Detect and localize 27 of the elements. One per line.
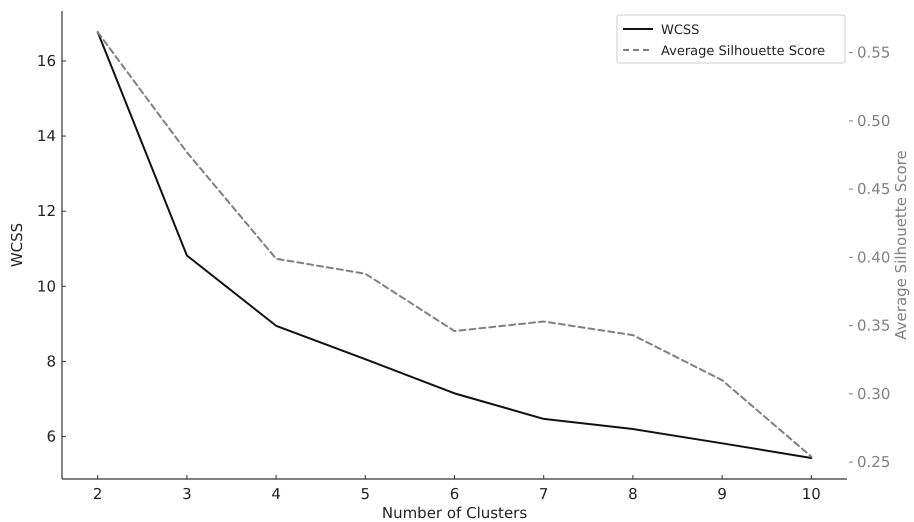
y2-tick-label: 0.40 (857, 248, 890, 266)
x-axis-title: Number of Clusters (382, 504, 528, 522)
y-tick-label: 16 (36, 52, 56, 70)
y-tick-label: 6 (46, 428, 56, 446)
y-tick-label: 8 (46, 352, 56, 370)
y-axis-title: WCSS (8, 222, 26, 268)
legend-label: Average Silhouette Score (661, 44, 826, 59)
x-tick-label: 3 (182, 485, 192, 503)
y2-tick-label: 0.45 (857, 180, 890, 198)
x-tick-label: 6 (450, 485, 460, 503)
y-tick-label: 12 (36, 202, 56, 220)
x-tick-label: 5 (360, 485, 370, 503)
y-tick-label: 10 (36, 277, 56, 296)
x-tick-label: 8 (628, 485, 638, 503)
y2-tick-label: 0.50 (857, 112, 890, 130)
y-tick-label: 14 (36, 127, 56, 146)
x-tick-label: 2 (92, 485, 102, 503)
y2-tick-label: 0.35 (857, 316, 890, 335)
y2-tick-label: 0.55 (857, 44, 890, 62)
y2-axis-title: Average Silhouette Score (892, 150, 910, 340)
x-tick-label: 9 (717, 485, 727, 503)
x-tick-label: 10 (802, 485, 821, 503)
x-tick-label: 7 (538, 485, 548, 503)
y2-tick-label: 0.30 (857, 384, 890, 403)
y2-tick-label: 0.25 (857, 453, 890, 472)
x-tick-label: 4 (271, 485, 281, 503)
legend-label: WCSS (661, 23, 700, 38)
